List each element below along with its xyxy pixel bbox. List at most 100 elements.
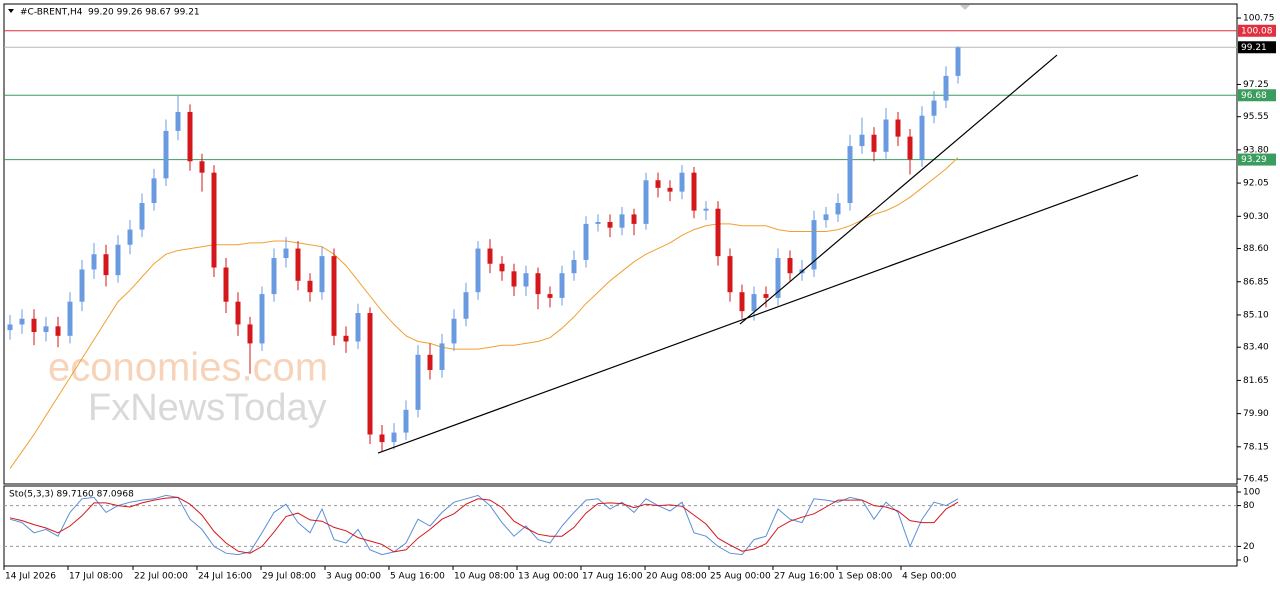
candle-body <box>859 134 865 147</box>
candle-body <box>43 326 49 333</box>
candle-body <box>619 214 625 228</box>
candle-body <box>643 180 649 224</box>
trend-line <box>377 174 1139 454</box>
watermark: economies.com <box>48 346 328 390</box>
stoch-pane <box>3 485 1238 567</box>
candle-body <box>391 432 397 443</box>
candle-body <box>127 229 133 245</box>
menu-icon[interactable] <box>8 9 14 13</box>
candle-body <box>919 115 925 160</box>
candle-body <box>199 161 205 173</box>
candle-body <box>739 292 745 312</box>
main-pane <box>3 3 1238 485</box>
y-tick-label: 86.85 <box>1243 277 1269 287</box>
x-tick-label: 1 Sep 08:00 <box>838 572 893 582</box>
candle-body <box>763 294 769 298</box>
candle-body <box>511 271 517 287</box>
level-label: 93.29 <box>1241 155 1267 165</box>
candle-body <box>175 111 181 131</box>
candle-body <box>775 258 781 298</box>
candle-body <box>55 326 61 336</box>
shift-marker <box>960 5 970 10</box>
candle-body <box>715 208 721 257</box>
y-tick-label: 79.90 <box>1243 409 1269 419</box>
candle-body <box>535 273 541 295</box>
candle-body <box>295 248 301 281</box>
candle-body <box>451 318 457 344</box>
y-tick-label: 93.80 <box>1243 145 1269 155</box>
ohlc: 99.20 99.26 98.67 99.21 <box>88 8 200 18</box>
candle-body <box>679 172 685 192</box>
candle-body <box>103 254 109 276</box>
x-tick-label: 24 Jul 16:00 <box>198 572 252 582</box>
candle-body <box>559 273 565 298</box>
candle-body <box>823 214 829 221</box>
moving-average <box>9 157 959 469</box>
level-label-box <box>1238 41 1276 54</box>
trend-line <box>739 54 1058 325</box>
candle-body <box>895 119 901 137</box>
candle-body <box>79 269 85 302</box>
y-tick-label: 83.40 <box>1243 343 1269 353</box>
candle-body <box>7 324 13 331</box>
candle-body <box>955 47 961 76</box>
candle-body <box>595 221 601 224</box>
level-label-box <box>1238 89 1276 102</box>
candle-body <box>607 221 613 228</box>
indicator-line <box>9 494 959 556</box>
candle-body <box>283 248 289 259</box>
watermark: FxNewsToday <box>88 387 327 429</box>
x-tick-label: 17 Aug 16:00 <box>582 572 643 582</box>
candle-body <box>235 301 241 325</box>
candle-body <box>19 318 25 325</box>
candle-body <box>871 134 877 152</box>
candle-body <box>883 119 889 152</box>
candle-body <box>571 259 577 274</box>
x-tick-label: 5 Aug 16:00 <box>390 572 445 582</box>
level-label-box <box>1238 24 1276 37</box>
candle-body <box>139 203 145 230</box>
y-tick-label: 100.75 <box>1243 14 1275 24</box>
y-tick-label: 95.55 <box>1243 112 1269 122</box>
x-tick-label: 14 Jul 2026 <box>5 572 56 582</box>
candle-body <box>547 294 553 298</box>
y-tick-label: 88.60 <box>1243 244 1269 254</box>
candle-body <box>415 354 421 410</box>
candle-body <box>655 180 661 188</box>
level-label-box <box>1238 153 1276 166</box>
level-label: 100.08 <box>1241 26 1273 36</box>
candle-body <box>667 187 673 192</box>
candle-body <box>319 256 325 293</box>
y-tick-label: 90.30 <box>1243 212 1269 222</box>
candle-body <box>727 256 733 293</box>
candle-body <box>307 280 313 293</box>
candle-body <box>811 220 817 270</box>
candle-body <box>463 292 469 319</box>
candle-body <box>691 172 697 211</box>
candle-body <box>379 434 385 443</box>
y-tick-label: 100 <box>1243 487 1260 497</box>
candle-body <box>931 100 937 116</box>
candle-body <box>331 256 337 336</box>
indicator-line <box>9 496 959 554</box>
candle-body <box>943 75 949 101</box>
candle-body <box>355 313 361 342</box>
y-tick-label: 76.45 <box>1243 475 1269 485</box>
candle-body <box>499 263 505 272</box>
candle-body <box>907 136 913 160</box>
chart-title: #C-BRENT,H4 <box>20 8 83 18</box>
candle-body <box>163 130 169 179</box>
y-tick-label: 78.15 <box>1243 442 1269 452</box>
x-tick-label: 22 Jul 00:00 <box>134 572 188 582</box>
x-tick-label: 17 Jul 08:00 <box>69 572 123 582</box>
candle-body <box>31 318 37 333</box>
y-tick-label: 97.25 <box>1243 80 1269 90</box>
x-tick-label: 4 Sep 00:00 <box>902 572 957 582</box>
candle-body <box>151 178 157 204</box>
x-tick-label: 3 Aug 00:00 <box>326 572 381 582</box>
y-tick-label: 81.65 <box>1243 376 1269 386</box>
x-tick-label: 29 Jul 08:00 <box>262 572 316 582</box>
candle-body <box>67 301 73 336</box>
